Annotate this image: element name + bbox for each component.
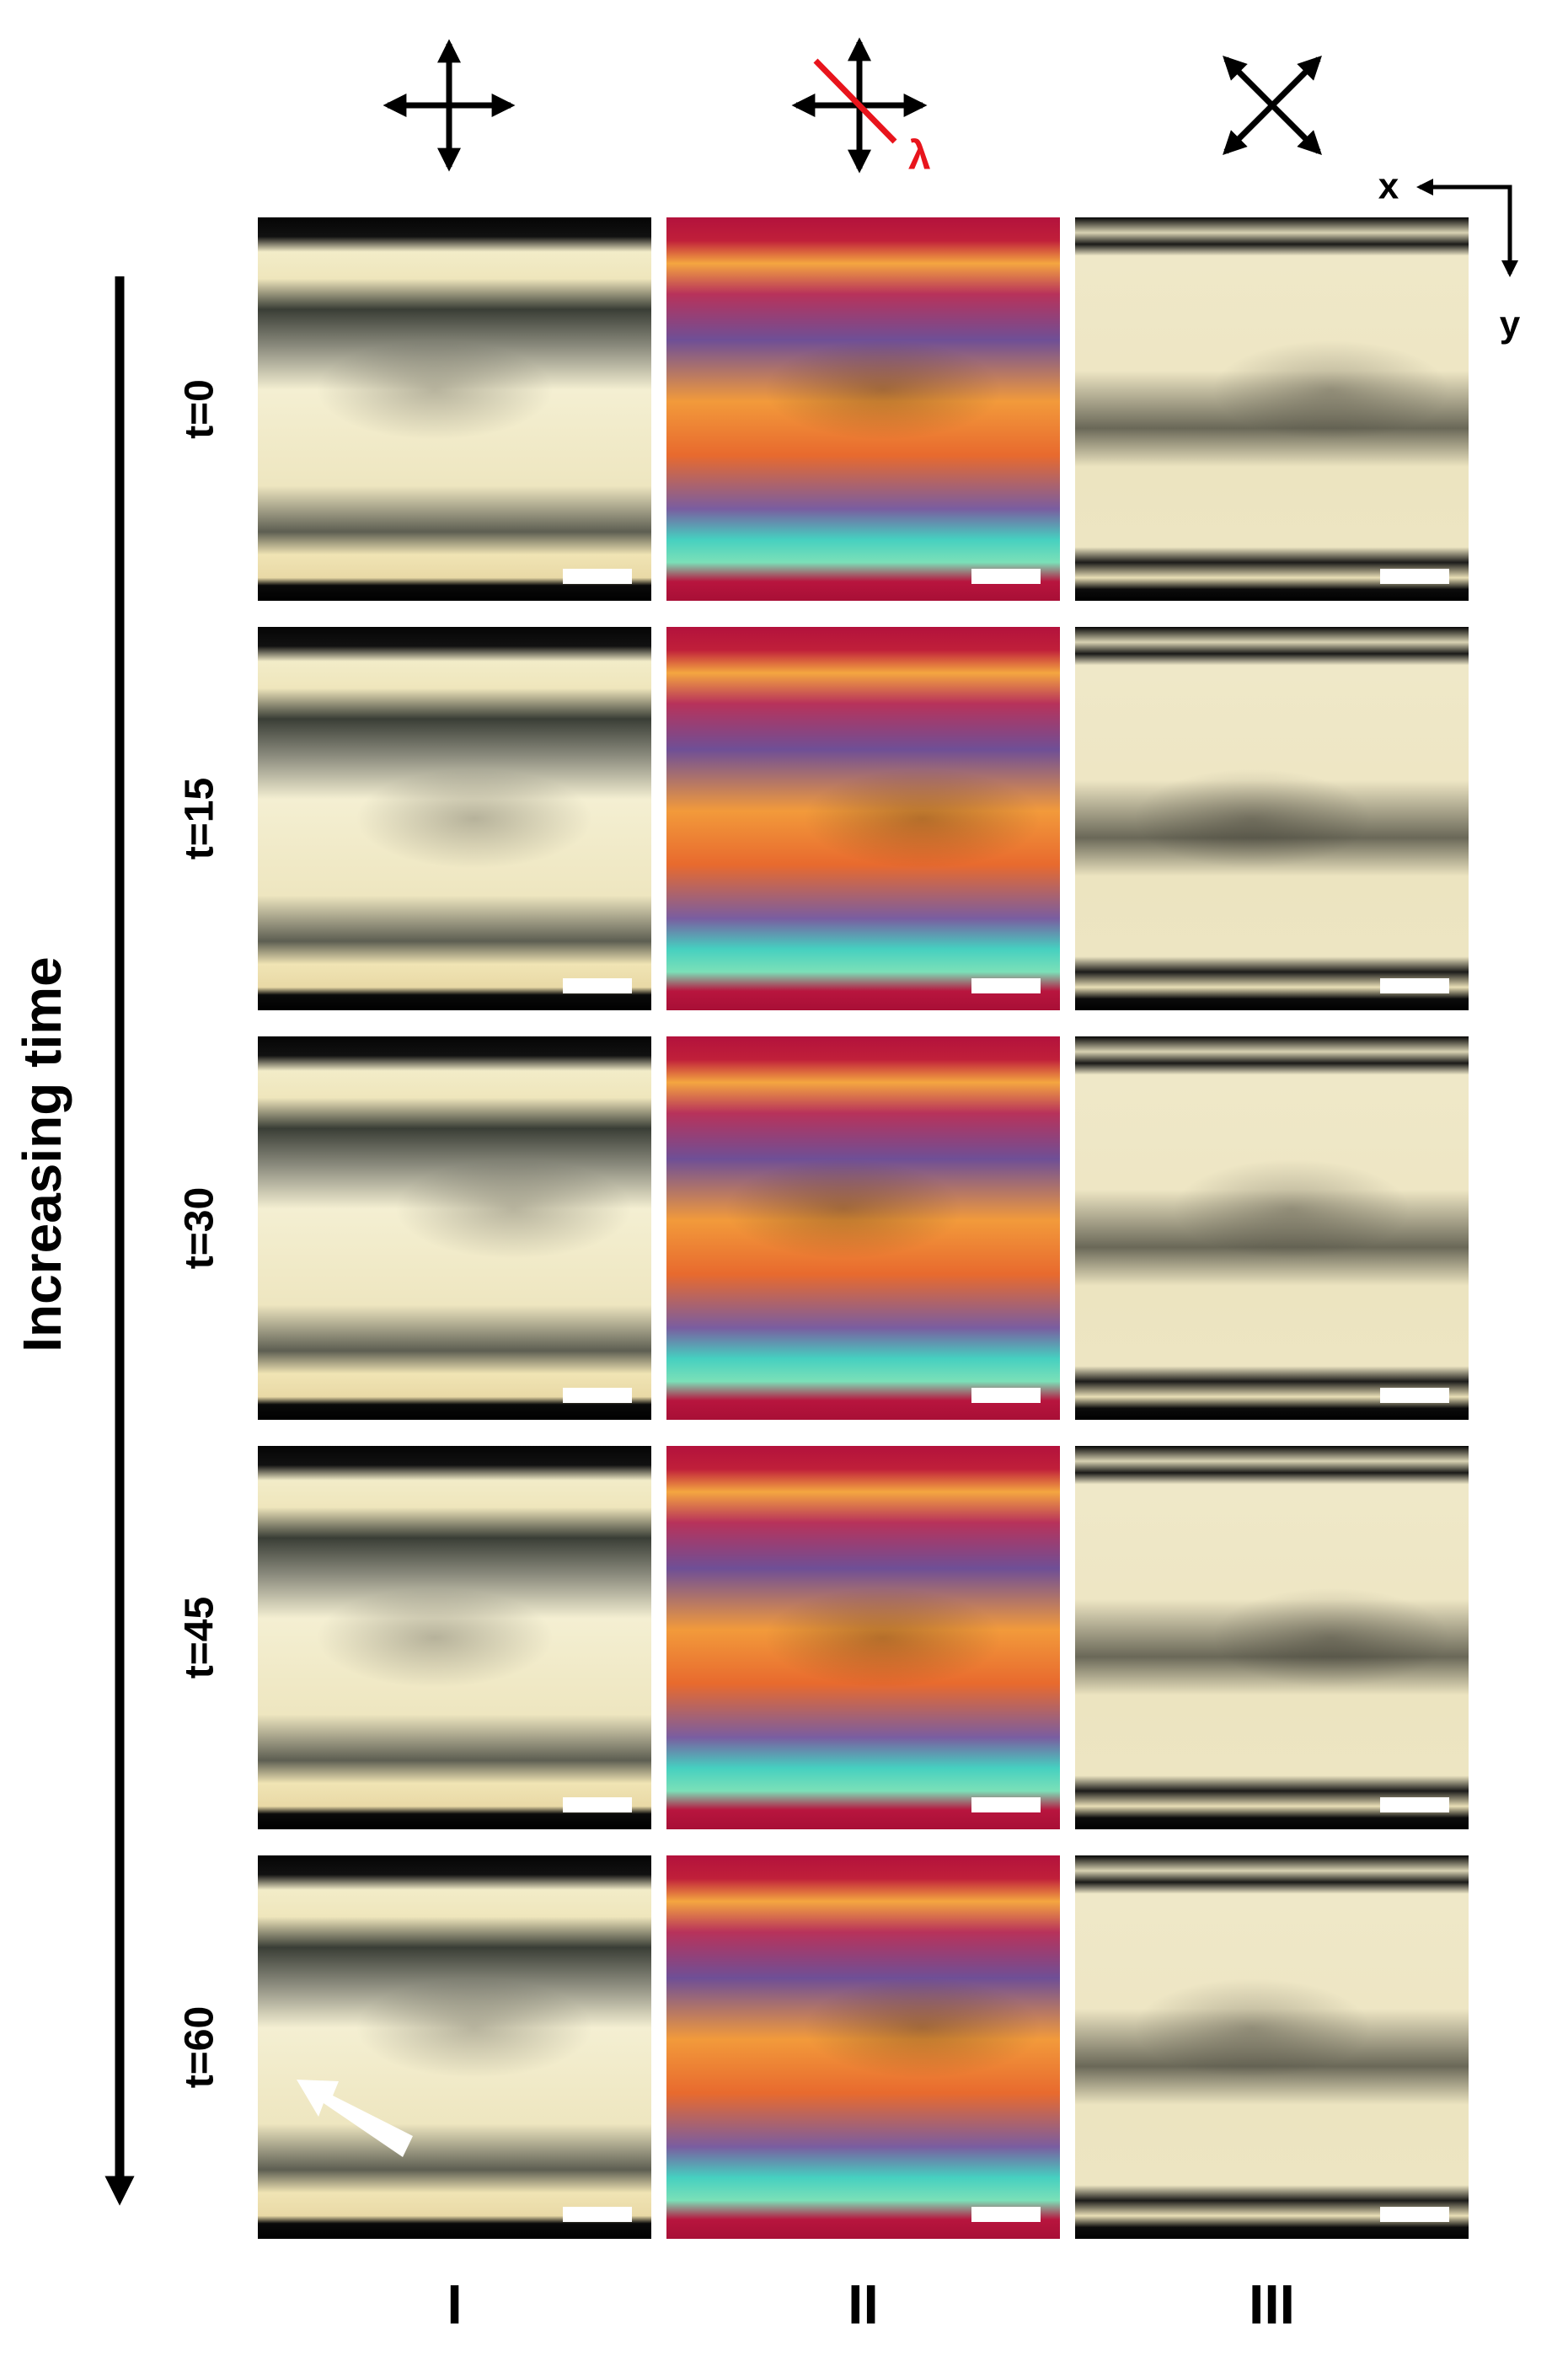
- texture-domain: [395, 1159, 632, 1259]
- texture-domain: [356, 768, 592, 869]
- time-label: t=30: [178, 1187, 222, 1269]
- coordinate-axes: [1416, 179, 1518, 277]
- scale-bar: [563, 1388, 632, 1403]
- scale-bar: [563, 569, 632, 584]
- scale-bar: [1380, 2207, 1449, 2222]
- retarder-label: λ: [908, 134, 931, 179]
- column-label: II: [848, 2273, 879, 2335]
- scale-bar: [971, 978, 1041, 993]
- time-label: t=15: [178, 778, 222, 859]
- texture-domain: [317, 340, 554, 440]
- time-label: t=60: [178, 2006, 222, 2088]
- texture-domain: [1173, 1159, 1410, 1259]
- scale-bar: [971, 2207, 1041, 2222]
- scale-bar: [1380, 978, 1449, 993]
- texture-domain: [764, 1587, 1001, 1688]
- panel-grid: [258, 217, 1469, 2239]
- texture-domain: [764, 340, 1001, 440]
- texture-domain: [1134, 1978, 1371, 2078]
- scale-bar: [563, 978, 632, 993]
- texture-domain: [725, 1159, 962, 1259]
- texture-domain: [804, 1978, 1041, 2078]
- texture-domain: [804, 768, 1041, 869]
- highlight-arrow: [297, 2080, 413, 2157]
- column-label: I: [447, 2273, 462, 2335]
- polarizer-retarder-icon: [791, 37, 928, 174]
- scale-bar: [563, 2207, 632, 2222]
- scale-bar: [1380, 569, 1449, 584]
- crossed-polarizer-icon: [1223, 56, 1322, 155]
- scale-bar: [971, 1797, 1041, 1812]
- texture-domain: [1212, 1587, 1449, 1688]
- y-axis-label: y: [1500, 304, 1521, 345]
- time-label: t=45: [178, 1597, 222, 1678]
- scale-bar: [1380, 1388, 1449, 1403]
- column-label: III: [1249, 2273, 1295, 2335]
- time-axis-label: Increasing time: [12, 956, 72, 1352]
- texture-domain: [356, 1978, 592, 2078]
- scale-bar: [971, 569, 1041, 584]
- scale-bar: [1380, 1797, 1449, 1812]
- polarizer-icon: [383, 39, 516, 172]
- texture-domain: [1212, 340, 1449, 440]
- texture-domain: [317, 1587, 554, 1688]
- x-axis-label: x: [1378, 166, 1399, 207]
- scale-bar: [971, 1388, 1041, 1403]
- texture-domain: [1134, 768, 1371, 869]
- scale-bar: [563, 1797, 632, 1812]
- time-label: t=0: [178, 379, 222, 439]
